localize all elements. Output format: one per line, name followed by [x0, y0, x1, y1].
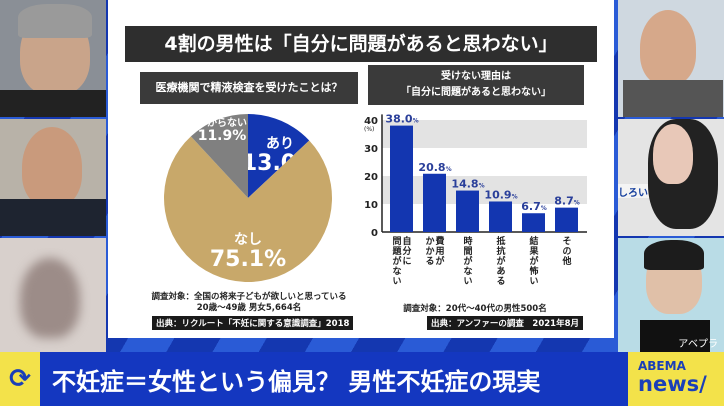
y-tick-label: 0: [371, 228, 378, 239]
pie-label: あり: [266, 136, 294, 152]
pie-note: 調査対象：全国の将来子どもが欲しいと思っている 20歳〜49歳 男女5,664名: [138, 292, 360, 314]
y-tick-label: 20: [364, 172, 378, 183]
y-tick-label: 10: [364, 200, 378, 211]
grid-band: [382, 120, 587, 148]
x-tick-label-char: そ: [562, 236, 571, 247]
headline-bar: 不妊症＝女性という偏見？ 男性不妊症の現実: [40, 352, 628, 406]
abema-news-logo: ABEMA news/: [628, 352, 724, 406]
panelist-2-body: [0, 199, 106, 236]
pie-slice-3: [190, 114, 248, 198]
x-tick-label-char: に: [402, 256, 411, 267]
pie-slice-2: [164, 136, 333, 282]
bar-value-label: 38.0%: [385, 113, 418, 126]
x-tick-label-char: か: [425, 246, 434, 257]
bar-source: 出典：アンファーの調査 2021年8月: [427, 316, 583, 330]
x-tick-label-char: 費: [435, 235, 444, 247]
video-tile-panelist-3: [0, 238, 106, 352]
watermark: アベプラ: [678, 339, 718, 350]
video-tile-panelist-2: [0, 119, 106, 236]
bar-5: [522, 213, 545, 232]
pie-label: なし: [234, 232, 262, 248]
panelist-1-hair: [18, 4, 92, 38]
pie-value: 75.1%: [210, 247, 286, 272]
x-tick-label-char: 自: [402, 235, 411, 247]
x-tick-label-char: な: [392, 266, 401, 277]
panelist-4-body: [623, 80, 723, 117]
panelist-3-blurred: [20, 258, 80, 338]
pie-title: 医療機関で精液検査を受けたことは？: [140, 72, 358, 104]
x-tick-label-char: 他: [561, 255, 571, 267]
bar-value-label: 14.8%: [451, 178, 484, 191]
panelist-6-hair: [644, 240, 704, 270]
bar-title-line2: 「自分に問題があると思わない」: [401, 87, 551, 98]
x-tick-label-char: の: [562, 246, 571, 257]
grid-band: [382, 176, 587, 204]
video-tile-panelist-6: アベプラ: [618, 238, 724, 352]
panelist-4: [640, 10, 696, 85]
bar-value-label: 8.7%: [554, 195, 580, 208]
pie-note-line1: 調査対象：全国の将来子どもが欲しいと思っている: [151, 292, 347, 302]
x-tick-label-char: る: [496, 276, 505, 287]
bar-4: [489, 201, 512, 232]
x-tick-label-char: 間: [463, 246, 472, 257]
x-tick-label-char: 抵: [496, 235, 505, 247]
bar-2: [423, 173, 446, 232]
pie-note-line2: 20歳〜49歳 男女5,664名: [196, 303, 302, 313]
y-tick-label: 30: [364, 144, 378, 155]
bar-6: [555, 207, 578, 232]
x-tick-label-char: 題: [392, 246, 402, 257]
x-tick-label-char: 抗: [496, 245, 505, 257]
refresh-icon-box: ⟳: [0, 352, 40, 406]
x-tick-label-char: が: [496, 255, 506, 267]
x-tick-label-char: 問: [392, 236, 401, 247]
x-tick-label-char: が: [392, 255, 402, 267]
x-tick-label-char: が: [435, 255, 445, 267]
x-tick-label-char: が: [463, 255, 473, 267]
x-tick-label-char: 分: [402, 245, 411, 257]
pie-source: 出典：リクルート「不妊に関する意識調査」2018: [152, 316, 354, 330]
y-tick-label: 40: [364, 116, 378, 127]
x-tick-label-char: い: [463, 277, 472, 287]
x-tick-label-char: 怖: [529, 265, 538, 277]
x-tick-label-char: 時: [463, 235, 472, 247]
main-title: 4割の男性は「自分に問題があると思わない」: [125, 26, 597, 62]
x-tick-label-char: 用: [434, 246, 444, 257]
x-tick-label-char: が: [529, 255, 539, 267]
headline: 不妊症＝女性という偏見？ 男性不妊症の現実: [52, 367, 541, 396]
x-tick-label-char: る: [425, 256, 434, 267]
bar-value-label: 20.8%: [418, 161, 451, 174]
bar-chart: 010203040(%)38.0%自分に問題がない20.8%費用がかかる14.8…: [364, 113, 587, 287]
bar-note: 調査対象：20代〜40代の男性500名: [403, 304, 547, 314]
panelist-1-body: [0, 90, 106, 117]
bar-title: 受けない理由は 「自分に問題があると思わない」: [368, 65, 584, 105]
bar-1: [390, 125, 413, 232]
video-tile-panelist-4: [618, 0, 724, 117]
video-tile-panelist-1: [0, 0, 106, 117]
bar-title-line1: 受けない理由は: [441, 71, 511, 82]
logo-bottom: news/: [638, 372, 707, 396]
pie-value: 11.9%: [198, 128, 247, 144]
x-tick-label-char: あ: [496, 266, 505, 277]
y-axis-label: (%): [364, 126, 374, 133]
panelist-5-face: [653, 124, 693, 184]
panelist-2: [22, 127, 82, 207]
bar-3: [456, 190, 479, 232]
refresh-icon: ⟳: [9, 364, 31, 394]
logo-top: ABEMA: [638, 359, 686, 373]
x-tick-label-char: 結: [529, 235, 538, 247]
bar-value-label: 10.9%: [484, 188, 517, 201]
pie-slice-1: [248, 114, 310, 198]
video-tile-panelist-5: しろい: [618, 119, 724, 236]
bar-value-label: 6.7%: [521, 200, 547, 213]
news-ticker: ⟳ 不妊症＝女性という偏見？ 男性不妊症の現実 ABEMA news/: [0, 352, 724, 406]
x-tick-label-char: な: [463, 266, 472, 277]
pie-label: わからない: [197, 117, 247, 129]
x-tick-label-char: か: [425, 236, 434, 247]
x-tick-label-char: 果: [528, 246, 539, 257]
x-tick-label-char: い: [529, 277, 538, 287]
x-tick-label-char: い: [392, 277, 401, 287]
panelist-6-body: [640, 320, 710, 352]
